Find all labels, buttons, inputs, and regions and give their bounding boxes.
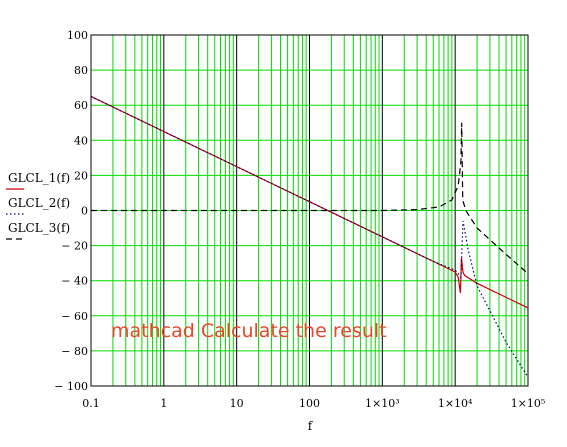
y-tick-label: 60	[74, 99, 88, 112]
x-tick-label: 1×10⁴	[438, 397, 473, 410]
x-tick-label: 1	[160, 397, 167, 410]
x-tick-label: 0.1	[82, 397, 100, 410]
annotation-text: mathcad Calculate the result	[111, 320, 387, 342]
y-tick-label: − 20	[61, 240, 88, 253]
x-tick-label: 10	[230, 397, 244, 410]
x-tick-label: 1×10³	[365, 397, 400, 410]
x-tick-label: 100	[299, 397, 320, 410]
series-line-1	[90, 95, 529, 309]
y-tick-label: 100	[67, 29, 88, 42]
series-line-3	[91, 122, 529, 275]
series-line-2	[90, 95, 529, 378]
x-tick-label: 1×10⁵	[511, 397, 546, 410]
y-tick-label: − 60	[61, 310, 88, 323]
y-tick-label: − 100	[54, 380, 88, 393]
x-axis-label: f	[308, 419, 314, 433]
y-tick-label: 0	[81, 205, 88, 218]
legend-label: GLCL_2(f)	[8, 196, 70, 210]
y-tick-label: 80	[74, 64, 88, 77]
y-tick-label: − 40	[61, 275, 88, 288]
y-tick-label: 20	[74, 169, 88, 182]
y-tick-label: 40	[74, 134, 88, 147]
legend-label: GLCL_1(f)	[8, 171, 70, 185]
y-tick-label: − 80	[61, 345, 88, 358]
legend-label: GLCL_3(f)	[8, 221, 70, 235]
